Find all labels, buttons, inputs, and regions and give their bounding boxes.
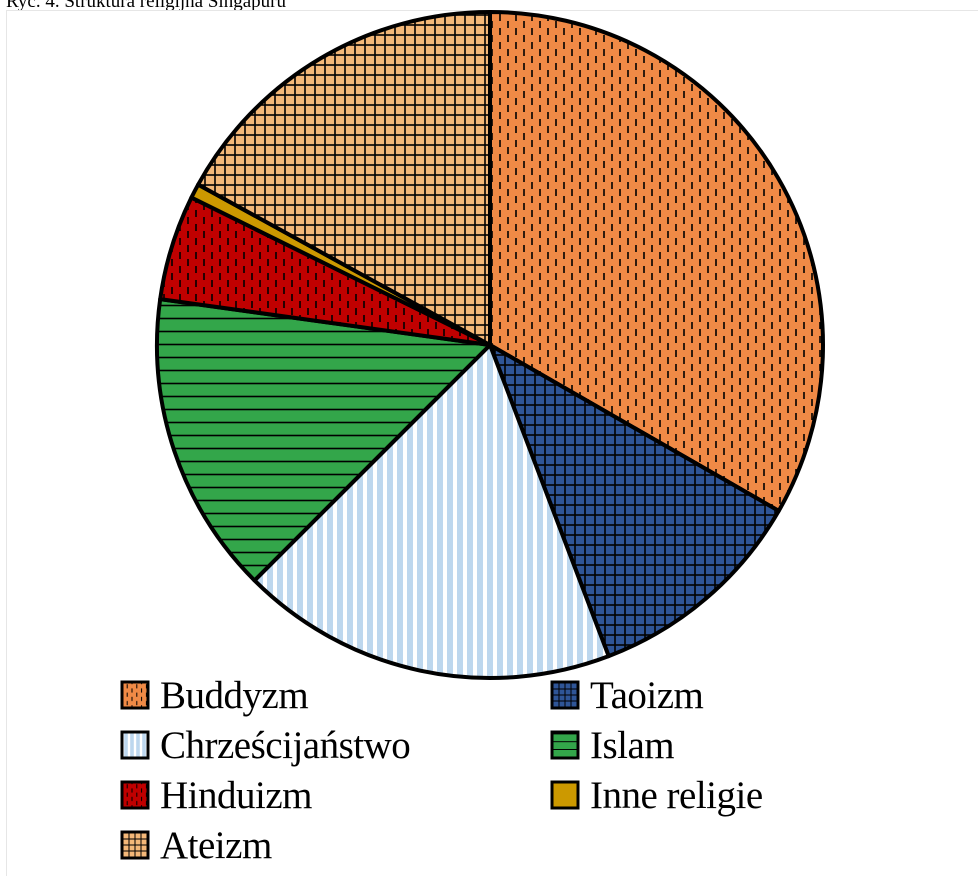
pie-slices	[157, 12, 823, 678]
legend-label: Chrześcijaństwo	[160, 723, 410, 768]
legend-swatch	[120, 830, 150, 860]
legend-swatch	[550, 680, 580, 710]
legend-label: Islam	[590, 723, 674, 768]
legend-swatch	[550, 780, 580, 810]
legend: Buddyzm Taoizm Chrześcijaństwo Islam Hinduiz…	[120, 670, 880, 870]
legend-label: Ateizm	[160, 823, 272, 868]
legend-item-inne-religie: Inne religie	[550, 770, 880, 820]
legend-item-chrzescijanstwo: Chrześcijaństwo	[120, 720, 550, 770]
legend-swatch	[120, 680, 150, 710]
legend-item-buddyzm: Buddyzm	[120, 670, 550, 720]
legend-swatch	[120, 730, 150, 760]
legend-label: Hinduizm	[160, 773, 312, 818]
legend-swatch	[550, 730, 580, 760]
legend-swatch	[120, 780, 150, 810]
legend-label: Inne religie	[590, 773, 763, 818]
legend-label: Taoizm	[590, 673, 703, 718]
legend-label: Buddyzm	[160, 673, 308, 718]
legend-item-taoizm: Taoizm	[550, 670, 880, 720]
legend-item-ateizm: Ateizm	[120, 820, 550, 870]
legend-item-islam: Islam	[550, 720, 880, 770]
legend-item-hinduizm: Hinduizm	[120, 770, 550, 820]
